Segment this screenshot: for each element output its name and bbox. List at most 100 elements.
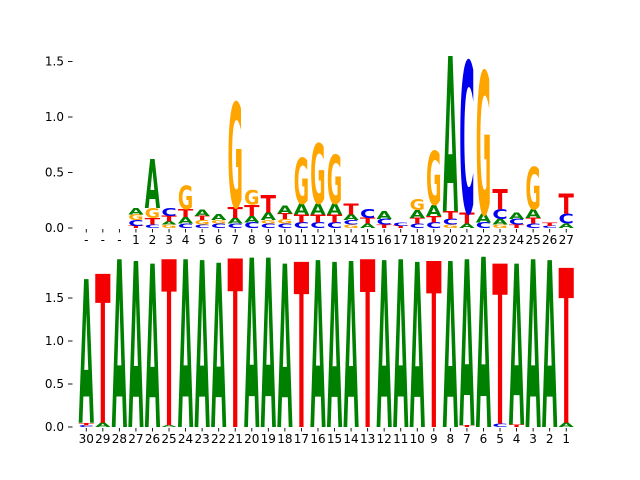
logo-letter-A: A — [559, 222, 574, 229]
logo-letter-T: T — [327, 213, 343, 225]
logo-letter-A: A — [277, 219, 292, 480]
logo-letter-T: T — [79, 422, 94, 426]
logo-letter-T: T — [559, 189, 574, 221]
y-tick-label: 1.0 — [45, 334, 64, 348]
x-tick-label: 13 — [360, 432, 375, 446]
logo-letter-A: A — [261, 210, 276, 222]
logo-letter-G: G — [128, 213, 143, 222]
logo-letter-A: A — [393, 213, 408, 480]
logo-letter-C: C — [492, 423, 507, 429]
x-tick-label: 12 — [377, 432, 392, 446]
x-tick-label: 1 — [132, 233, 140, 247]
logo-letter-A: A — [112, 213, 127, 480]
logo-letter-T: T — [426, 214, 442, 225]
y-tick-label: 0.5 — [45, 377, 64, 391]
logo-letter-G: G — [211, 219, 226, 224]
logo-letter-A: A — [128, 217, 143, 480]
logo-letter-G: G — [492, 224, 507, 229]
logo-letter-A: A — [559, 422, 574, 429]
x-tick-label: 19 — [261, 432, 276, 446]
x-tick-label: 7 — [463, 432, 471, 446]
logo-letter-T: T — [294, 213, 310, 225]
x-tick-label: - — [84, 233, 88, 247]
x-tick-label: 16 — [310, 432, 325, 446]
logo-letter-C: C — [360, 207, 375, 221]
logo-letter-A: A — [310, 214, 325, 480]
logo-letter-C: C — [327, 221, 342, 230]
logo-letter-C: C — [525, 222, 540, 229]
logo-letter-A: A — [211, 219, 226, 480]
logo-letter-T: T — [194, 215, 209, 222]
logo-letter-A: A — [509, 221, 524, 477]
logo-letter-C: C — [79, 425, 94, 428]
x-tick-label: 18 — [277, 432, 292, 446]
x-tick-label: 12 — [310, 233, 325, 247]
logo-letter-T: T — [377, 224, 392, 229]
x-tick-label: 13 — [327, 233, 342, 247]
x-tick-label: 8 — [248, 233, 256, 247]
logo-letter-G: G — [343, 224, 358, 229]
y-tick-label: 1.5 — [45, 55, 64, 69]
x-tick-label: 30 — [79, 432, 94, 446]
x-tick-label: 29 — [95, 432, 110, 446]
x-tick-label: 25 — [525, 233, 540, 247]
logo-letter-A: A — [443, 14, 458, 262]
logo-letter-C: C — [443, 218, 458, 227]
x-tick-label: 9 — [265, 233, 273, 247]
logo-letter-G: G — [443, 224, 458, 229]
logo-letter-A: A — [343, 217, 358, 480]
logo-letter-A: A — [542, 214, 557, 480]
logo-letter-T: T — [360, 213, 375, 480]
logo-letter-A: A — [476, 211, 491, 480]
x-tick-label: 4 — [513, 432, 521, 446]
logo-letter-C: C — [178, 222, 193, 229]
logo-letter-G: G — [261, 219, 276, 224]
x-tick-label: - — [117, 233, 121, 247]
y-tick-label: 1.0 — [45, 110, 64, 124]
logo-letter-T: T — [310, 213, 326, 225]
x-tick-label: 21 — [459, 233, 474, 247]
logo-letter-T: T — [509, 424, 524, 428]
logo-letter-G: G — [310, 127, 325, 223]
logo-letter-C: C — [294, 221, 309, 230]
logo-letter-A: A — [294, 201, 309, 219]
logo-letter-T: T — [128, 225, 143, 229]
x-tick-label: 5 — [198, 233, 206, 247]
x-tick-label: 17 — [393, 233, 408, 247]
logo-letter-A: A — [145, 219, 160, 480]
logo-letter-A: A — [244, 214, 259, 225]
logo-letter-G: G — [426, 137, 441, 222]
logo-letter-T: T — [261, 190, 276, 218]
logo-letter-A: A — [443, 217, 458, 480]
logo-letter-C: C — [542, 225, 557, 229]
logo-letter-A: A — [211, 213, 226, 222]
logo-letter-A: A — [178, 213, 193, 480]
x-tick-label: 10 — [410, 432, 425, 446]
logo-letter-C: C — [343, 219, 358, 226]
logo-letter-A: A — [525, 213, 540, 480]
y-tick-label: 1.5 — [45, 291, 64, 305]
logo-letter-A: A — [261, 213, 276, 480]
logo-letter-C: C — [310, 221, 325, 230]
logo-letter-A: A — [178, 215, 193, 226]
logo-letter-A: A — [277, 204, 292, 216]
logo-letter-A: A — [525, 207, 540, 221]
logo-letter-G: G — [178, 179, 193, 216]
logo-letter-C: C — [244, 221, 259, 230]
x-tick-label: 17 — [294, 432, 309, 446]
logo-letter-T: T — [343, 201, 358, 219]
x-tick-label: 27 — [559, 233, 574, 247]
x-tick-label: 10 — [277, 233, 292, 247]
x-tick-label: 23 — [492, 233, 507, 247]
logo-letter-C: C — [228, 222, 243, 229]
x-tick-label: - — [101, 233, 105, 247]
x-tick-label: 11 — [294, 233, 309, 247]
x-tick-label: 23 — [194, 432, 209, 446]
logo-letter-G: G — [145, 205, 160, 221]
x-tick-label: 15 — [360, 233, 375, 247]
logo-letter-T: T — [277, 212, 292, 221]
logo-letter-A: A — [343, 213, 358, 222]
logo-letter-A: A — [128, 206, 143, 217]
logo-letter-A: A — [161, 220, 176, 225]
